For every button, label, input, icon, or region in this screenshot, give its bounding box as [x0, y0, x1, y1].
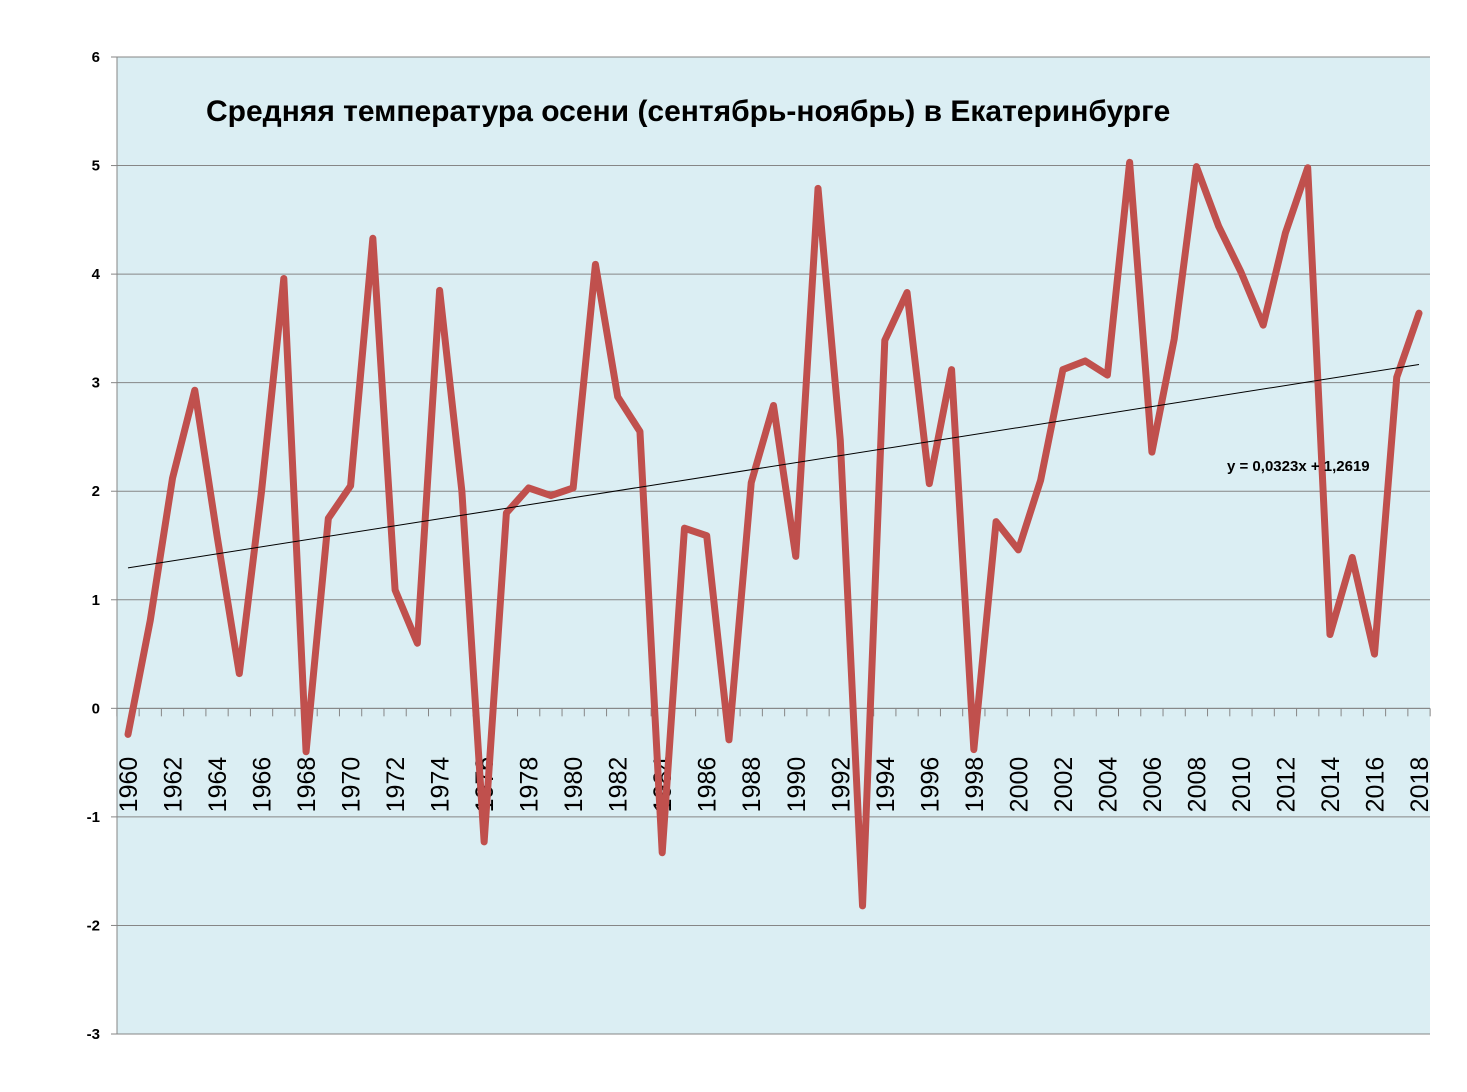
- x-tick-label: 1974: [427, 757, 455, 813]
- x-tick-label: 1986: [694, 757, 722, 813]
- x-tick-label: 2000: [1005, 757, 1033, 813]
- x-tick-label: 2018: [1406, 757, 1434, 813]
- y-tick-label: -2: [87, 917, 100, 934]
- trend-line: [127, 363, 1420, 569]
- x-tick-label: 1992: [827, 757, 855, 813]
- y-tick-label: 1: [92, 592, 100, 609]
- plot-area: [117, 57, 1430, 1034]
- x-tick-label: 2010: [1228, 757, 1256, 813]
- x-tick-label: 1978: [516, 757, 544, 813]
- x-tick-label: 1968: [293, 757, 321, 813]
- y-tick-label: 5: [92, 158, 100, 175]
- y-tick-label: -1: [87, 809, 100, 826]
- x-tick-label: 2006: [1139, 757, 1167, 813]
- y-tick-label: 4: [92, 266, 101, 283]
- x-tick-label: 1994: [872, 757, 900, 813]
- x-tick-label: 2012: [1272, 757, 1300, 813]
- x-tick-label: 1982: [605, 757, 633, 813]
- x-tick-label: 1972: [382, 757, 410, 813]
- x-tick-label: 1998: [961, 757, 989, 813]
- y-tick-label: 2: [92, 483, 100, 500]
- x-tick-label: 1966: [249, 757, 277, 813]
- chart-title: Средняя температура осени (сентябрь-нояб…: [206, 95, 1170, 128]
- y-tick-label: 3: [92, 375, 100, 392]
- x-tick-label: 1988: [738, 757, 766, 813]
- y-tick-label: -3: [87, 1026, 100, 1043]
- trendline-equation: y = 0,0323x + 1,2619: [1227, 458, 1370, 475]
- x-tick-label: 2004: [1094, 757, 1122, 813]
- x-tick-label: 1980: [560, 757, 588, 813]
- x-tick-label: 2008: [1183, 757, 1211, 813]
- temperature-series-line: [124, 158, 1423, 910]
- x-tick-label: 1962: [160, 757, 188, 813]
- x-tick-label: 1990: [783, 757, 811, 813]
- x-tick-label: 1996: [916, 757, 944, 813]
- x-tick-label: 1964: [204, 757, 232, 813]
- y-tick-label: 0: [92, 700, 100, 717]
- x-tick-label: 2014: [1317, 757, 1345, 813]
- x-tick-label: 2002: [1050, 757, 1078, 813]
- x-tick-label: 1960: [115, 757, 143, 813]
- x-tick-label: 2016: [1361, 757, 1389, 813]
- y-tick-label: 6: [92, 49, 100, 66]
- x-tick-label: 1970: [338, 757, 366, 813]
